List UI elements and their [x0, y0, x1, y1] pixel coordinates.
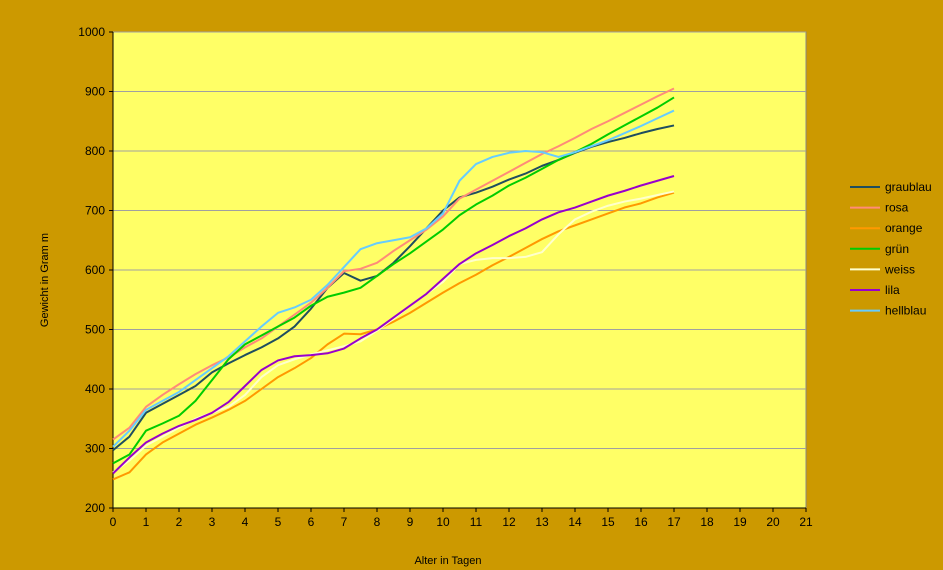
x-tick-label: 4: [242, 515, 249, 529]
x-tick-label: 1: [143, 515, 150, 529]
x-tick-label: 15: [601, 515, 615, 529]
y-tick-label: 900: [85, 85, 105, 99]
x-axis-label: Alter in Tagen: [414, 555, 481, 567]
x-tick-label: 19: [733, 515, 747, 529]
x-tick-label: 3: [209, 515, 216, 529]
legend-label: weiss: [884, 262, 915, 276]
x-tick-label: 13: [535, 515, 549, 529]
legend-label: rosa: [885, 201, 909, 215]
x-tick-label: 17: [667, 515, 681, 529]
x-tick-label: 6: [308, 515, 315, 529]
x-tick-label: 11: [470, 515, 483, 529]
x-tick-label: 8: [374, 515, 381, 529]
x-tick-label: 20: [766, 515, 780, 529]
series-line: [112, 109, 675, 448]
legend-label: hellblau: [885, 304, 926, 318]
legend-label: grün: [885, 242, 909, 256]
y-tick-label: 500: [85, 323, 105, 337]
x-tick-label: 0: [110, 515, 117, 529]
x-tick-label: 12: [502, 515, 516, 529]
series-line: [112, 191, 675, 481]
y-tick-label: 200: [85, 501, 105, 515]
x-tick-label: 2: [176, 515, 183, 529]
y-tick-label: 400: [85, 382, 105, 396]
y-tick-label: 700: [85, 204, 105, 218]
x-tick-label: 5: [275, 515, 282, 529]
x-tick-label: 21: [799, 515, 813, 529]
series-line: [112, 87, 675, 441]
y-tick-label: 600: [85, 263, 105, 277]
y-tick-label: 1000: [78, 25, 105, 39]
y-tick-label: 300: [85, 442, 105, 456]
x-tick-label: 14: [568, 515, 582, 529]
x-tick-label: 7: [341, 515, 348, 529]
legend-label: lila: [885, 283, 900, 297]
x-tick-label: 9: [407, 515, 414, 529]
x-tick-label: 18: [700, 515, 714, 529]
y-tick-label: 800: [85, 144, 105, 158]
series-line: [112, 175, 675, 475]
y-axis-label: Gewicht in Gram m: [39, 233, 51, 327]
x-tick-label: 16: [634, 515, 648, 529]
legend-label: graublau: [885, 180, 932, 194]
legend-label: orange: [885, 221, 923, 235]
x-tick-label: 10: [436, 515, 450, 529]
